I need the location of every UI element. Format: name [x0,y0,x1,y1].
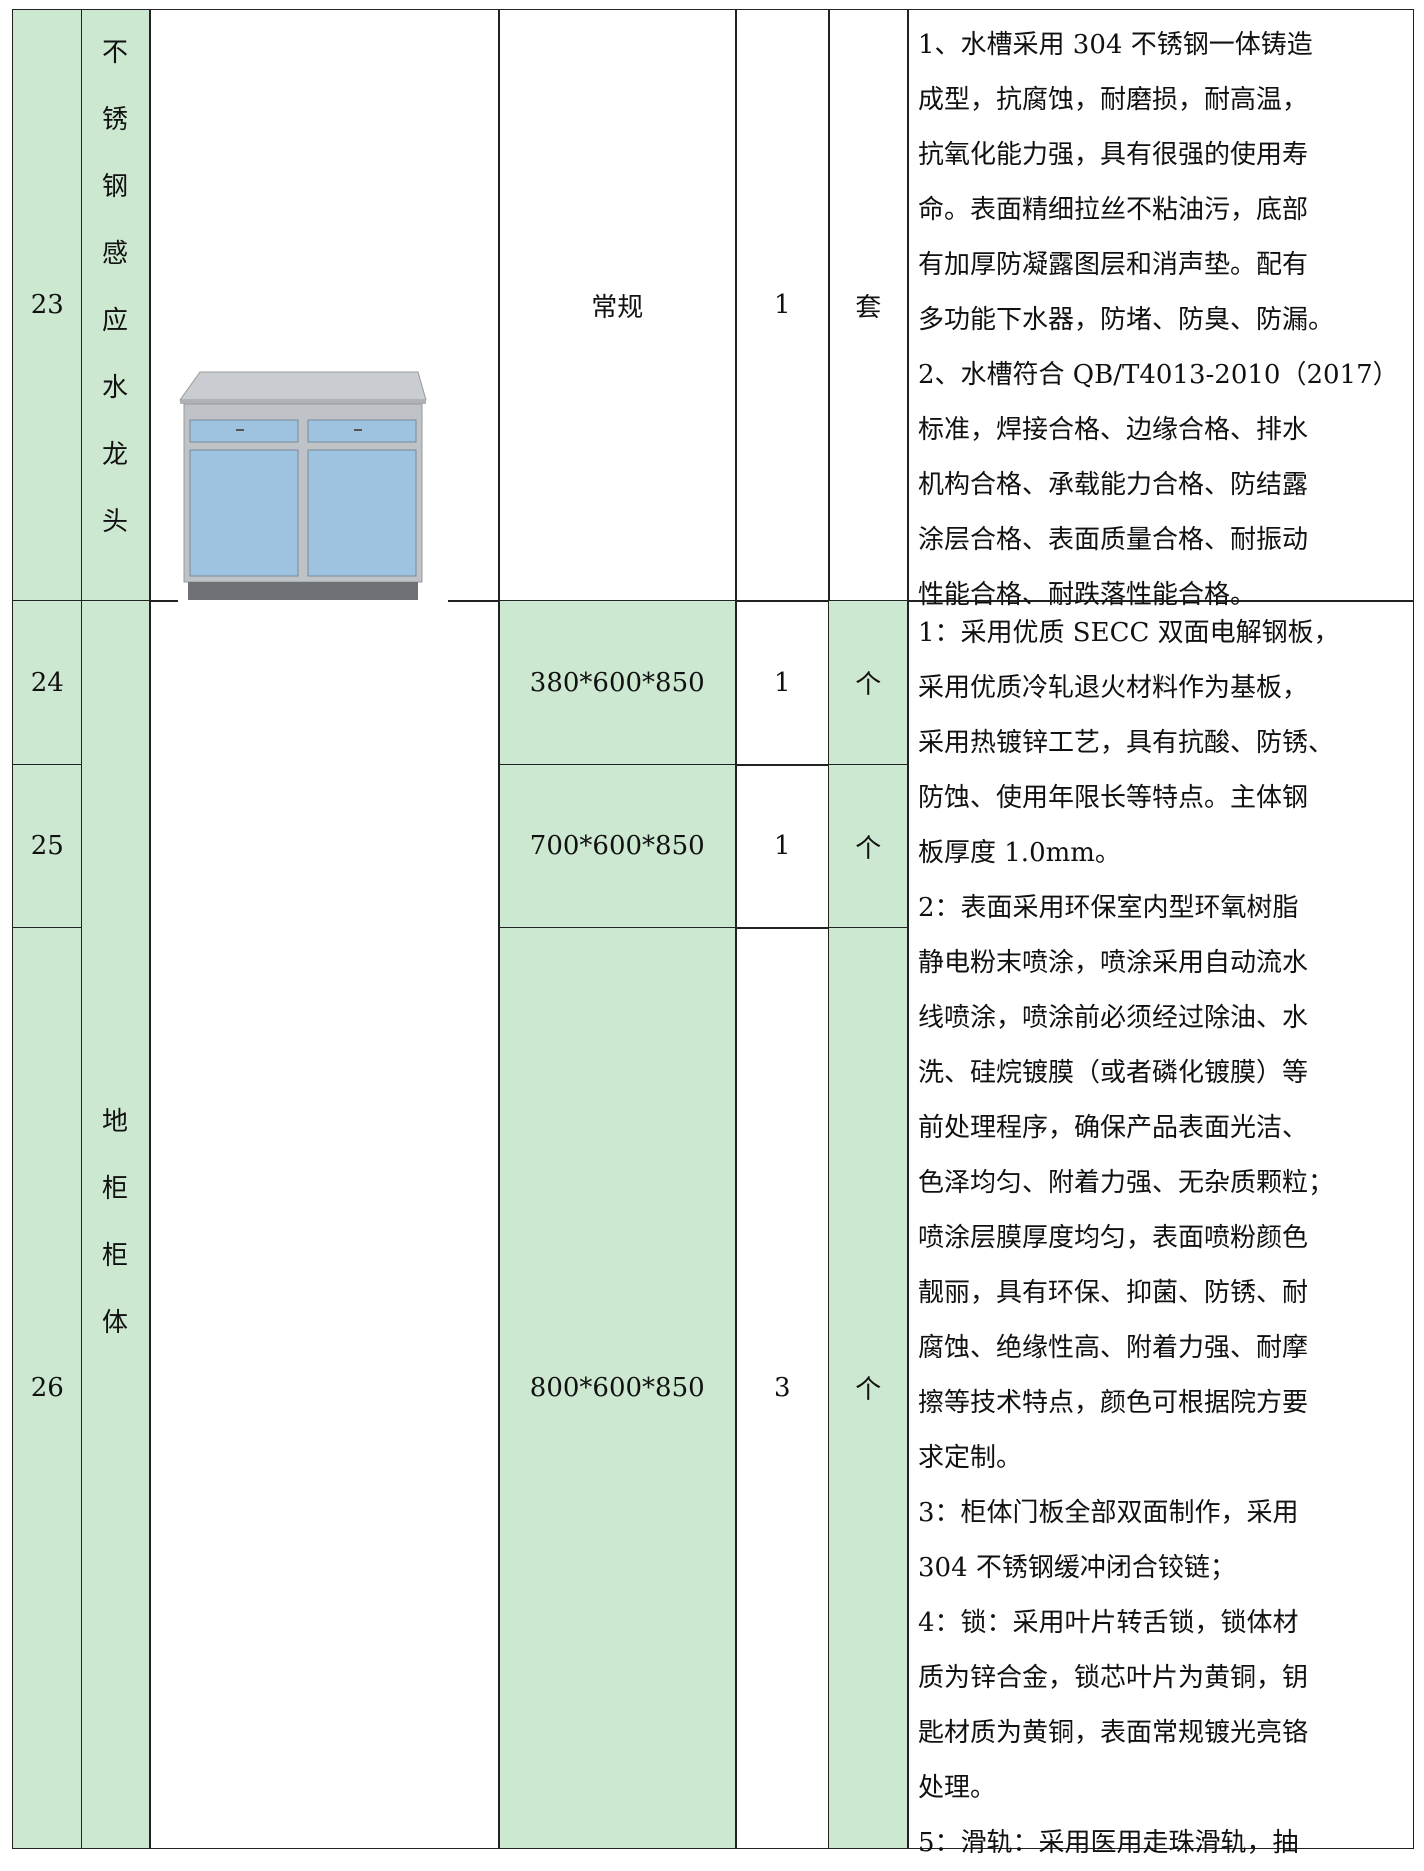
row-number: 24 [12,600,83,766]
quantity: 1 [735,9,830,602]
product-name: 不锈钢感应水龙头 [101,38,128,537]
description-cell: 1：采用优质 SECC 双面电解钢板， 采用优质冷轧退火材料作为基板， 采用热镀锌工… [907,600,1414,1858]
description-cell: 1、水槽采用 304 不锈钢一体铸造 成型，抗腐蚀，耐磨损，耐高温， 抗氧化能力强，… [907,9,1414,610]
description-line: 洗、硅烷镀膜（或者磷化镀膜）等 [918,1058,1309,1088]
description-line: 质为锌合金，锁芯叶片为黄铜，钥 [918,1663,1309,1693]
unit: 个 [828,600,909,766]
description-line: 线喷涂，喷涂前必须经过除油、水 [918,1003,1309,1033]
description-line: 抗氧化能力强，具有很强的使用寿 [918,140,1309,170]
description-line: 4：锁：采用叶片转舌锁，锁体材 [918,1608,1299,1638]
description-line: 防蚀、使用年限长等特点。主体钢 [918,783,1309,813]
spec: 800*600*850 [498,927,737,1849]
unit: 个 [828,764,909,929]
row-number: 23 [12,9,83,602]
description-line: 成型，抗腐蚀，耐磨损，耐高温， [918,85,1309,115]
description-line: 求定制。 [918,1443,1023,1473]
spec: 常规 [498,9,737,602]
description-line: 擦等技术特点，颜色可根据院方要 [918,1388,1309,1418]
spec: 700*600*850 [498,764,737,929]
description-line: 性能合格、耐跌落性能合格。 [918,580,1257,610]
image-cell [149,600,500,1849]
quantity: 3 [735,927,830,1849]
description-line: 腐蚀、绝缘性高、附着力强、耐摩 [918,1333,1309,1363]
description-line: 有加厚防凝露图层和消声垫。配有 [918,250,1309,280]
cabinet-image [178,360,448,610]
description-line: 2、水槽符合 QB/T4013-2010（2017） [918,360,1399,390]
description-line: 涂层合格、表面质量合格、耐振动 [918,525,1309,555]
description-line: 靓丽，具有环保、抑菌、防锈、耐 [918,1278,1309,1308]
description-line: 1：采用优质 SECC 双面电解钢板， [918,618,1340,648]
row-number: 26 [12,927,83,1849]
name-cell: 地柜柜体 [81,600,151,1849]
description-line: 前处理程序，确保产品表面光洁、 [918,1113,1309,1143]
description-line: 标准，焊接合格、边缘合格、排水 [918,415,1309,445]
description-line: 304 不锈钢缓冲闭合铰链； [918,1553,1236,1583]
row-number: 25 [12,764,83,929]
spec: 380*600*850 [498,600,737,766]
unit: 个 [828,927,909,1849]
description-line: 静电粉末喷涂，喷涂采用自动流水 [918,948,1309,978]
description-line: 喷涂层膜厚度均匀，表面喷粉颜色 [918,1223,1309,1253]
description-line: 命。表面精细拉丝不粘油污，底部 [918,195,1309,225]
name-cell: 不锈钢感应水龙头 [81,9,151,602]
description-line: 3：柜体门板全部双面制作，采用 [918,1498,1299,1528]
description-line: 匙材质为黄铜，表面常规镀光亮铬 [918,1718,1309,1748]
description-line: 5：滑轨：采用医用走珠滑轨，抽 [918,1828,1299,1858]
description-line: 1、水槽采用 304 不锈钢一体铸造 [918,30,1313,60]
description-line: 机构合格、承载能力合格、防结露 [918,470,1309,500]
product-name: 地柜柜体 [101,1107,128,1338]
quantity: 1 [735,600,830,766]
description-line: 板厚度 1.0mm。 [918,838,1121,868]
description-line: 采用优质冷轧退火材料作为基板， [918,673,1309,703]
description-line: 多功能下水器，防堵、防臭、防漏。 [918,305,1335,335]
description-line: 处理。 [918,1773,997,1803]
page: {"table": {"rows": [ {"no": 23, "name": … [12,9,1414,1858]
description-line: 2：表面采用环保室内型环氧树脂 [918,893,1299,923]
description-line: 采用热镀锌工艺，具有抗酸、防锈、 [918,728,1335,758]
description-line: 色泽均匀、附着力强、无杂质颗粒； [918,1168,1335,1198]
quantity: 1 [735,764,830,929]
unit: 套 [828,9,909,602]
